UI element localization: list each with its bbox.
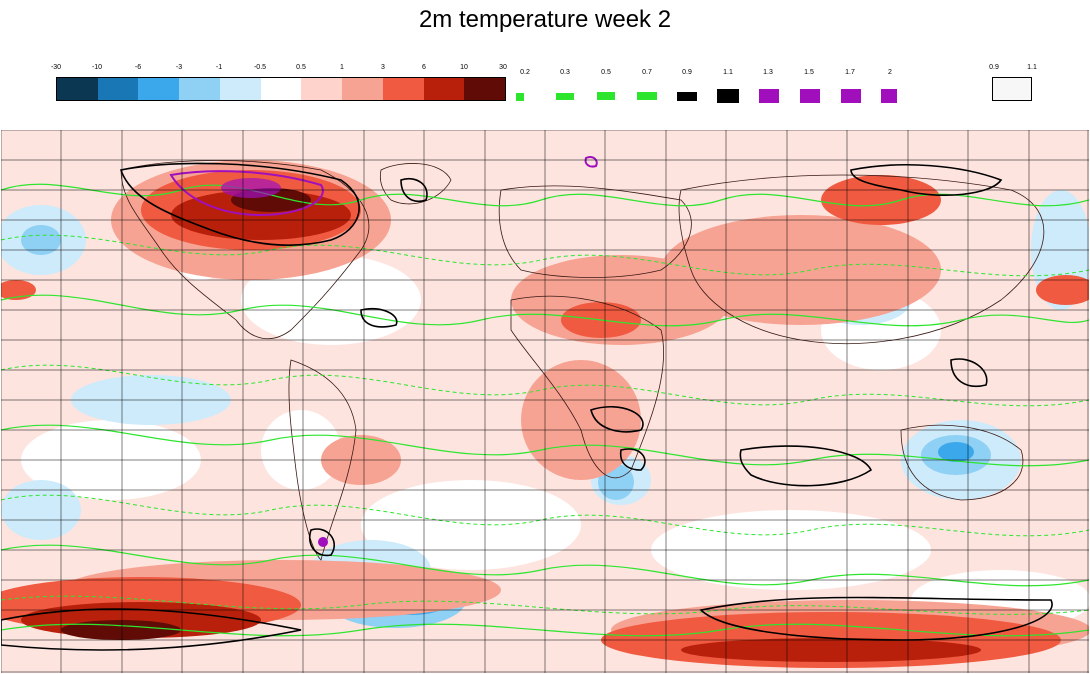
colorbar-swatch (382, 78, 424, 100)
contour-legend-label: 1.7 (845, 69, 855, 76)
colorbar-swatch (57, 78, 98, 100)
contour-swatch (516, 93, 524, 101)
colorbar-tick: -6 (134, 64, 142, 71)
probability-legend-high: 1.1 (1027, 64, 1037, 71)
colorbar-swatch (97, 78, 139, 100)
colorbar-tick: 0.5 (296, 64, 306, 71)
temperature-colorbar (56, 77, 506, 101)
map-title: 2m temperature week 2 (418, 6, 672, 33)
probability-legend-low: 0.9 (989, 64, 999, 71)
colorbar-tick: -30 (50, 64, 62, 71)
world-map (1, 130, 1089, 673)
contour-legend-label: 0.7 (642, 69, 652, 76)
contour-legend-label: 0.9 (682, 69, 692, 76)
colorbar-tick: 1 (340, 64, 344, 71)
purple-contours (169, 156, 598, 217)
colorbar-tick: -1 (215, 64, 223, 71)
contour-swatch (717, 89, 739, 103)
colorbar-swatch (301, 78, 343, 100)
colorbar-swatch (260, 78, 302, 100)
colorbar-swatch (138, 78, 180, 100)
contour-legend-label: 1.5 (804, 69, 814, 76)
contour-swatch (800, 89, 820, 103)
colorbar-swatch (179, 78, 220, 100)
colorbar-tick: -3 (175, 64, 183, 71)
contour-legend-label: 0.2 (520, 69, 530, 76)
contour-legend-label: 0.3 (560, 69, 570, 76)
contour-swatch (597, 92, 615, 100)
probability-legend-box (992, 77, 1032, 101)
black-contours (1, 162, 1053, 651)
colorbar-tick: 6 (422, 64, 426, 71)
contour-swatch (881, 89, 897, 103)
colorbar-swatch (219, 78, 261, 100)
purple-patches (221, 178, 328, 547)
latlon-grid (1, 130, 1089, 673)
contour-legend-label: 0.5 (601, 69, 611, 76)
contour-legend-label: 2 (888, 69, 892, 76)
contour-swatch (556, 93, 574, 100)
colorbar-tick: 10 (460, 64, 468, 71)
green-dashed-contours (1, 234, 1089, 615)
contour-swatch (677, 92, 697, 101)
colorbar-tick: -10 (91, 64, 103, 71)
colorbar-tick: -0.5 (253, 64, 267, 71)
contour-legend-label: 1.3 (763, 69, 773, 76)
colorbar-tick: 30 (499, 64, 507, 71)
colorbar-tick: 3 (381, 64, 385, 71)
contour-swatch (841, 89, 861, 103)
colorbar-swatch (423, 78, 465, 100)
contour-legend-label: 1.1 (723, 69, 733, 76)
coastlines (120, 160, 1045, 561)
contour-swatch (637, 92, 657, 100)
colorbar-swatch (342, 78, 383, 100)
contour-swatch (759, 89, 779, 103)
colorbar-swatch (464, 78, 506, 100)
